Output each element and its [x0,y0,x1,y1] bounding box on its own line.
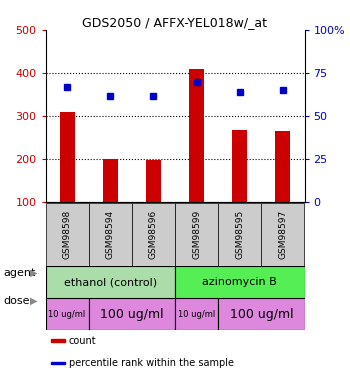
Bar [46,202,89,266]
Text: 100 ug/ml: 100 ug/ml [230,308,293,321]
Bar [89,298,175,330]
Text: GSM98597: GSM98597 [278,210,287,259]
Bar [132,202,175,266]
Bar [218,298,304,330]
Text: GSM98598: GSM98598 [63,210,72,259]
Bar [218,202,261,266]
Bar [51,339,65,342]
Text: 10 ug/ml: 10 ug/ml [178,310,215,319]
Text: ▶: ▶ [30,296,37,306]
Bar [232,130,247,203]
Text: dose: dose [4,296,30,306]
Bar [46,298,89,330]
Text: GSM98594: GSM98594 [106,210,115,259]
Bar [189,69,204,203]
Bar [175,202,218,266]
Text: ethanol (control): ethanol (control) [64,277,157,287]
Text: agent: agent [4,268,36,278]
Text: azinomycin B: azinomycin B [202,277,277,287]
Text: 10 ug/ml: 10 ug/ml [48,310,86,319]
Bar [60,112,75,202]
Bar [89,202,132,266]
Bar [46,266,175,298]
Text: GSM98595: GSM98595 [235,210,244,259]
Bar [175,266,304,298]
Bar [146,160,161,202]
Bar [175,298,218,330]
Title: GDS2050 / AFFX-YEL018w/_at: GDS2050 / AFFX-YEL018w/_at [83,16,267,29]
Text: ▶: ▶ [30,268,37,278]
Text: GSM98596: GSM98596 [149,210,158,259]
Bar [51,362,65,364]
Bar [261,202,304,266]
Bar [103,159,118,202]
Bar [275,131,290,203]
Text: count: count [69,336,97,346]
Text: GSM98599: GSM98599 [192,210,201,259]
Text: 100 ug/ml: 100 ug/ml [100,308,164,321]
Text: percentile rank within the sample: percentile rank within the sample [69,358,234,368]
